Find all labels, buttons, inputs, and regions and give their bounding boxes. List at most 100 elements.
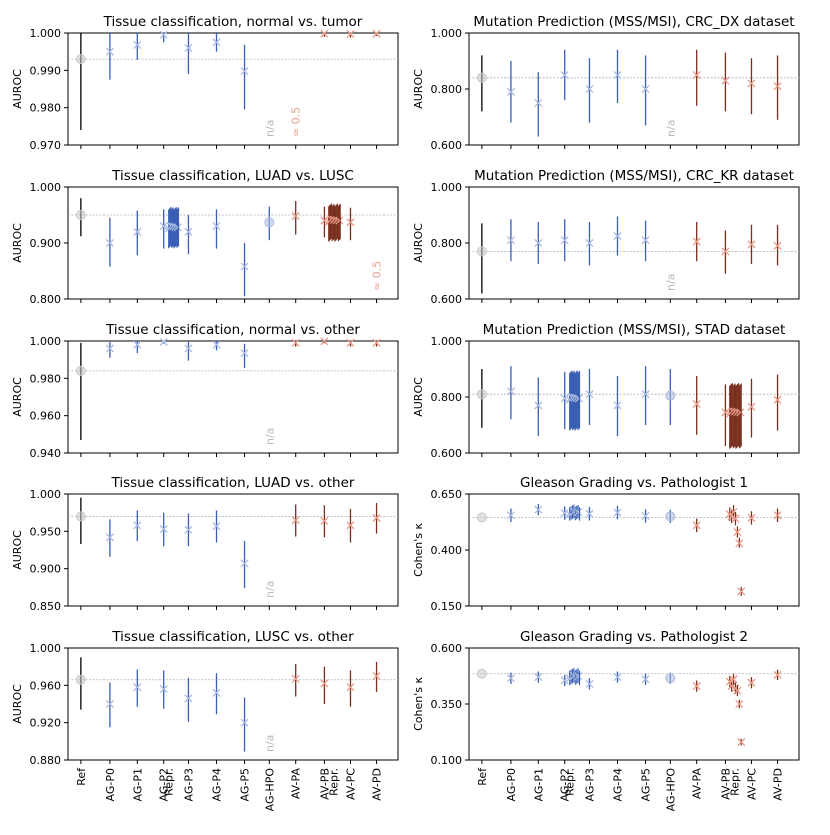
- plot-frame: [67, 32, 399, 146]
- y-tick-label: 0.990: [30, 64, 62, 77]
- x-tick-label: Ref: [476, 767, 489, 786]
- data-point: [105, 533, 114, 542]
- data-point: [75, 511, 86, 522]
- data-point: [159, 30, 168, 39]
- panel-6: Mutation Prediction (MSS/MSI), STAD data…: [412, 322, 800, 460]
- x-tick-label: AG-P1: [532, 768, 545, 801]
- y-tick-label: 0.100: [431, 754, 463, 767]
- data-point: [75, 54, 86, 65]
- data-point: [560, 676, 569, 685]
- data-point: [105, 238, 114, 248]
- y-axis-label: AUROC: [11, 223, 24, 263]
- repr-point: [737, 738, 746, 747]
- data-point: [747, 513, 756, 523]
- data-point: [346, 30, 355, 39]
- y-tick-label: 0.920: [30, 717, 62, 730]
- not-available-label: n/a: [664, 120, 677, 137]
- data-point: [212, 340, 221, 349]
- x-tick-label: AG-P4: [211, 768, 224, 801]
- data-point: [560, 70, 569, 80]
- y-axis-label: Cohen's κ: [412, 677, 425, 731]
- data-point: [75, 674, 86, 685]
- x-tick-label: AV-PD: [772, 768, 785, 801]
- x-tick-label: AV-PA: [290, 768, 303, 800]
- y-tick-label: 0.600: [431, 447, 463, 460]
- data-point: [476, 668, 487, 679]
- x-tick-label: AG-P5: [640, 768, 653, 801]
- y-tick-label: 0.900: [30, 563, 62, 576]
- data-point: [534, 505, 543, 514]
- data-point: [747, 79, 756, 88]
- data-point: [291, 338, 300, 347]
- x-tick-label: AV-PC: [745, 768, 758, 800]
- data-point: [560, 236, 569, 245]
- data-point: [184, 344, 193, 353]
- data-point: [747, 678, 756, 687]
- data-point: [133, 340, 142, 349]
- data-point: [665, 511, 676, 522]
- data-point: [534, 238, 543, 248]
- data-point: [212, 38, 221, 47]
- y-tick-label: 0.960: [30, 410, 62, 423]
- y-axis-label: AUROC: [11, 530, 24, 570]
- not-available-label: n/a: [263, 120, 276, 137]
- data-point: [291, 516, 300, 525]
- data-point: [613, 70, 622, 80]
- data-point: [159, 222, 168, 231]
- y-axis-label: AUROC: [11, 69, 24, 109]
- not-available-label: n/a: [263, 428, 276, 445]
- y-axis-label: AUROC: [412, 223, 425, 263]
- panel-title: Tissue classification, normal vs. tumor: [103, 14, 363, 30]
- panel-8: Gleason Grading vs. Pathologist 1 Cohen's…: [412, 475, 800, 613]
- repr-point: [335, 216, 344, 225]
- y-tick-label: 0.900: [30, 237, 62, 250]
- y-axis-label: AUROC: [412, 377, 425, 417]
- data-point: [212, 222, 221, 231]
- data-point: [773, 670, 782, 679]
- data-point: [476, 72, 487, 83]
- repr-point: [735, 699, 744, 709]
- y-axis-label: AUROC: [11, 684, 24, 724]
- y-tick-label: 0.980: [30, 102, 62, 115]
- y-tick-label: 0.350: [431, 698, 463, 711]
- data-point: [346, 218, 355, 227]
- panel-title: Tissue classification, normal vs. other: [105, 322, 360, 338]
- repr-point: [173, 223, 182, 232]
- panel-5: Tissue classification, normal vs. other A…: [11, 322, 399, 460]
- data-point: [159, 337, 168, 346]
- x-tick-label: AV-PB: [719, 768, 732, 800]
- y-tick-label: 1.000: [431, 27, 463, 40]
- data-point: [372, 671, 381, 681]
- panel-7: Tissue classification, LUAD vs. other AUR…: [11, 475, 399, 613]
- data-point: [133, 683, 142, 692]
- data-point: [585, 84, 594, 94]
- y-tick-label: 0.600: [431, 293, 463, 306]
- data-point: [747, 402, 756, 411]
- data-point: [585, 509, 594, 518]
- y-axis-label: Cohen's κ: [412, 523, 425, 577]
- data-point: [641, 236, 650, 245]
- x-tick-label: AG-HPO: [664, 768, 677, 812]
- y-tick-label: 0.940: [30, 447, 62, 460]
- x-tick-label: AG-P1: [131, 768, 144, 801]
- data-point: [105, 344, 114, 353]
- repr-point: [733, 528, 742, 537]
- plot-frame: [468, 32, 800, 146]
- data-point: [613, 401, 622, 410]
- data-point: [159, 685, 168, 694]
- data-point: [240, 559, 249, 568]
- data-point: [133, 227, 142, 236]
- data-point: [506, 87, 515, 96]
- panel-1: Tissue classification, normal vs. tumor A…: [11, 14, 399, 152]
- y-tick-label: 0.950: [30, 525, 62, 538]
- data-point: [773, 395, 782, 404]
- data-point: [665, 390, 676, 401]
- data-point: [372, 513, 381, 522]
- y-tick-label: 0.850: [30, 600, 62, 613]
- panel-title: Gleason Grading vs. Pathologist 1: [520, 475, 748, 491]
- y-tick-label: 0.650: [431, 488, 463, 501]
- data-point: [641, 390, 650, 399]
- x-tick-label: AG-P4: [612, 768, 625, 801]
- data-point: [773, 241, 782, 250]
- panel-title: Tissue classification, LUAD vs. other: [111, 475, 355, 491]
